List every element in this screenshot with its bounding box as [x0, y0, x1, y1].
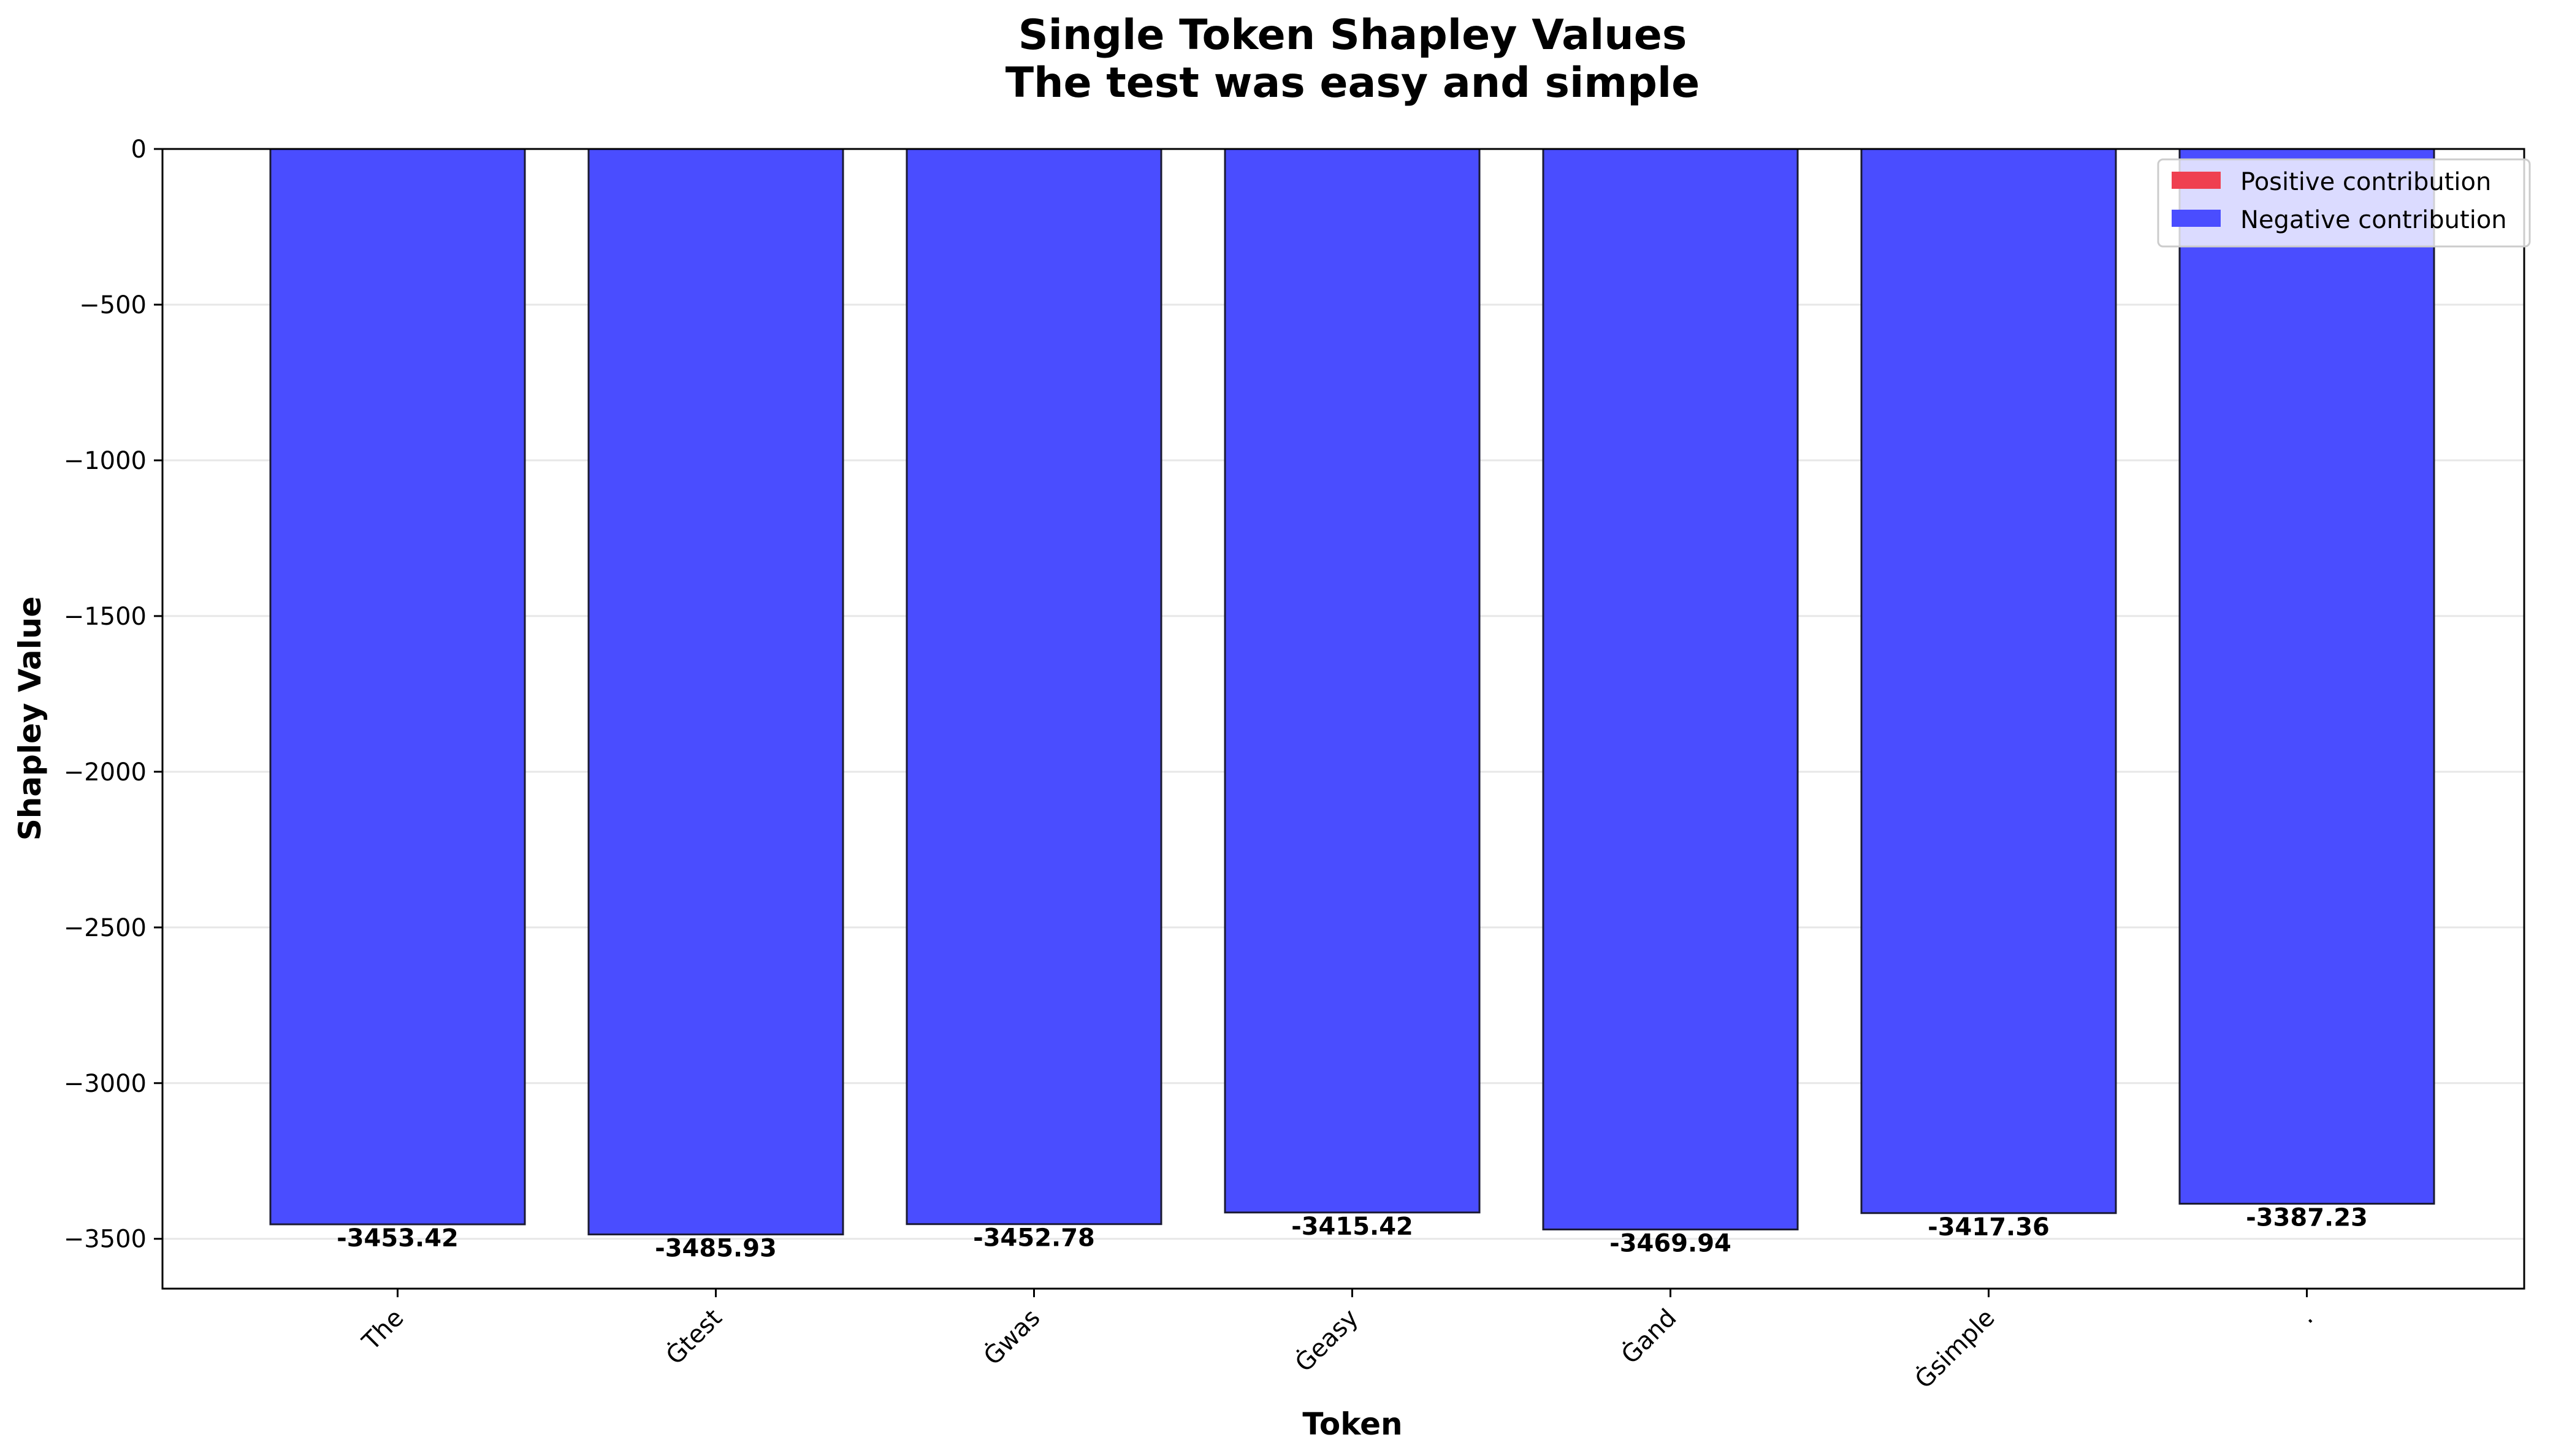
legend-label-negative: Negative contribution	[2240, 206, 2507, 234]
value-label-1: -3485.93	[655, 1235, 777, 1263]
y-axis-ticks: 0 −500 −1000 −1500 −2000 −2500 −3000 −3500	[64, 135, 162, 1254]
y-tick-label: −2500	[64, 914, 147, 942]
bar-3	[1224, 148, 1481, 1214]
x-tick-label-0: The	[357, 1304, 410, 1357]
legend-box	[2157, 158, 2531, 248]
y-axis-label: Shapley Value	[12, 597, 48, 841]
y-tick-label: −1500	[64, 603, 147, 631]
plot-area-frame	[161, 148, 2525, 1290]
value-label-0: -3453.42	[337, 1224, 459, 1252]
x-axis-ticks: The Ġtest Ġwas Ġeasy Ġand Ġsimple.	[357, 1289, 2319, 1394]
x-tick-label-6: .	[2293, 1304, 2319, 1330]
y-tick-label: −3000	[64, 1070, 147, 1098]
x-axis-label: Token	[1302, 1406, 1402, 1442]
value-label-4: -3469.94	[1609, 1229, 1731, 1257]
y-tick-label: 0	[131, 135, 147, 164]
x-tick-label-2: Ġwas	[978, 1303, 1046, 1371]
bar-0	[269, 148, 526, 1225]
legend-label-positive: Positive contribution	[2240, 168, 2491, 196]
value-label-3: -3415.42	[1291, 1213, 1413, 1241]
chart-subtitle: The test was easy and simple	[1006, 59, 1700, 107]
bar-4	[1542, 148, 1799, 1230]
bar-5	[1860, 148, 2117, 1214]
value-label-2: -3452.78	[973, 1224, 1095, 1252]
y-tick-label: −3500	[64, 1225, 147, 1254]
value-label-6: -3387.23	[2246, 1203, 2368, 1232]
x-tick-label-5: Ġsimple	[1909, 1303, 2000, 1394]
bars	[269, 148, 2435, 1236]
value-labels: -3453.42 -3485.93 -3452.78 -3415.42 -3469.94…	[337, 1203, 2368, 1262]
legend-swatch-positive	[2172, 172, 2221, 189]
legend: Positive contribution Negative contribut…	[2157, 158, 2531, 248]
legend-swatch-negative	[2172, 210, 2221, 227]
value-label-5: -3417.36	[1928, 1213, 2050, 1241]
x-tick-label-3: Ġeasy	[1289, 1303, 1364, 1378]
bar-6	[2178, 148, 2435, 1205]
x-tick-label-4: Ġand	[1615, 1303, 1682, 1370]
bar-2	[906, 148, 1162, 1225]
y-tick-label: −1000	[64, 447, 147, 475]
y-tick-label: −500	[79, 291, 147, 319]
y-tick-label: −2000	[64, 758, 147, 787]
bar-1	[587, 148, 844, 1236]
x-tick-label-1: Ġtest	[660, 1303, 727, 1370]
chart-title: Single Token Shapley Values	[1018, 11, 1687, 59]
